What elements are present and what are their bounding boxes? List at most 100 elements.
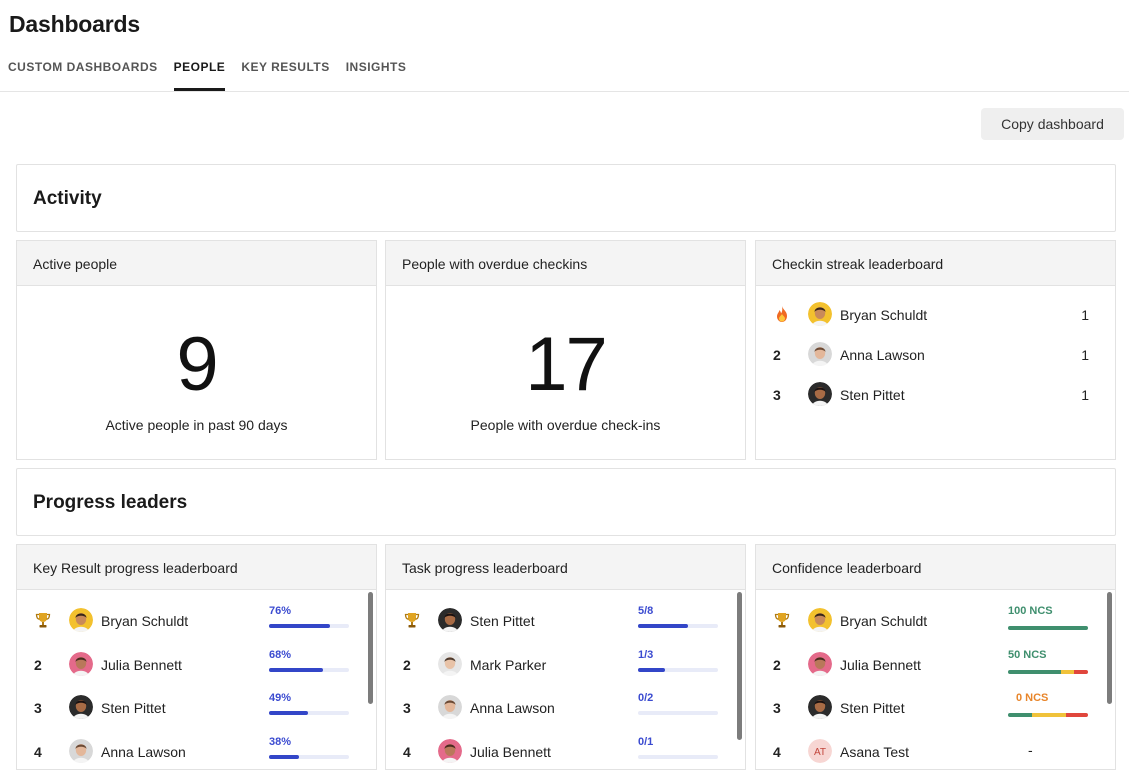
task-progress-card: Task progress leaderboard Sten Pittet 5/8… xyxy=(385,544,746,770)
progress-value: 5/8 xyxy=(638,605,654,617)
person-name[interactable]: Julia Bennett xyxy=(470,743,551,760)
progress-value: 0/2 xyxy=(638,692,654,704)
person-name[interactable]: Sten Pittet xyxy=(101,700,166,716)
progress-bar xyxy=(269,711,349,715)
active-people-caption: Active people in past 90 days xyxy=(105,417,288,433)
person-name[interactable]: Sten Pittet xyxy=(470,613,535,629)
avatar xyxy=(438,608,462,632)
progress-bar xyxy=(638,754,718,759)
avatar xyxy=(69,651,93,676)
overdue-checkins-caption: People with overdue check-ins xyxy=(470,417,661,433)
page-title: Dashboards xyxy=(9,11,140,37)
confidence-bar-segment xyxy=(1008,626,1088,630)
leaderboard-row: 4 AT Asana Test - xyxy=(756,732,1115,770)
person-name[interactable]: Julia Bennett xyxy=(840,656,921,673)
confidence-score: 50 NCS xyxy=(1008,648,1047,661)
person-name[interactable]: Anna Lawson xyxy=(470,700,555,716)
confidence-score: 0 NCS xyxy=(1016,692,1049,704)
progress-value: 68% xyxy=(269,648,292,661)
card-title: Confidence leaderboard xyxy=(756,545,1115,590)
streak-count: 1 xyxy=(1081,387,1089,403)
confidence-scrollbar[interactable] xyxy=(1107,592,1112,704)
progress-bar xyxy=(638,667,718,672)
confidence-leaderboard-list: Bryan Schuldt 100 NCS 2 Julia Bennett 50 NCS… xyxy=(756,545,1115,769)
tab-custom-dashboards[interactable]: CUSTOM DASHBOARDS xyxy=(8,60,158,74)
streak-count: 1 xyxy=(1081,307,1089,323)
leaderboard-row: 4 Julia Bennett 0/1 xyxy=(386,732,745,770)
tab-insights[interactable]: INSIGHTS xyxy=(345,60,407,74)
avatar xyxy=(438,651,462,676)
progress-bar-fill xyxy=(638,624,688,628)
leaderboard-row: 2 Julia Bennett 68% xyxy=(17,645,376,685)
svg-text:AT: AT xyxy=(814,747,826,758)
rank-number: 2 xyxy=(403,656,411,673)
confidence-score: 100 NCS xyxy=(1008,605,1053,617)
streak-count: 1 xyxy=(1081,347,1089,363)
task-leaderboard-list: Sten Pittet 5/8 2 Mark Parker 1/3 3 Anna Lawso… xyxy=(386,545,745,769)
progress-value: 1/3 xyxy=(638,648,654,661)
confidence-bar xyxy=(1008,626,1088,630)
progress-bar-fill xyxy=(269,624,330,628)
avatar: AT xyxy=(808,738,832,763)
rank-number: 4 xyxy=(403,743,411,760)
avatar xyxy=(808,608,832,632)
confidence-bar-segment xyxy=(1060,669,1075,674)
person-name[interactable]: Bryan Schuldt xyxy=(840,307,928,323)
avatar xyxy=(438,738,462,763)
streak-leaderboard-list: Bryan Schuldt 1 2 Anna Lawson 1 3 Sten Pittet 1 xyxy=(756,241,1115,459)
trophy-icon xyxy=(773,611,793,629)
progress-value: 0/1 xyxy=(638,735,654,748)
confidence-card: Confidence leaderboard Bryan Schuldt 100 … xyxy=(755,544,1116,770)
leaderboard-row: 2 Mark Parker 1/3 xyxy=(386,645,745,685)
progress-leaders-section-header: Progress leaders xyxy=(16,468,1116,536)
rank-number: 3 xyxy=(403,700,411,716)
activity-section-header: Activity xyxy=(16,164,1116,232)
progress-leaders-section-title: Progress leaders xyxy=(33,492,188,513)
progress-bar-fill xyxy=(638,667,665,672)
person-name[interactable]: Bryan Schuldt xyxy=(840,613,928,629)
progress-bar-fill xyxy=(269,711,309,715)
tab-people[interactable]: PEOPLE xyxy=(173,60,226,91)
avatar xyxy=(808,342,832,366)
copy-dashboard-button[interactable]: Copy dashboard xyxy=(981,108,1124,140)
avatar xyxy=(808,382,832,406)
leaderboard-row: Bryan Schuldt 76% xyxy=(17,601,376,641)
checkin-streak-card: Checkin streak leaderboard Bryan Schuldt… xyxy=(755,240,1116,460)
leaderboard-row: 2 Anna Lawson 1 xyxy=(756,335,1115,375)
progress-value: 49% xyxy=(269,692,292,704)
rank-number: 4 xyxy=(34,743,42,760)
kr-scrollbar[interactable] xyxy=(368,592,373,704)
person-name[interactable]: Asana Test xyxy=(840,743,910,760)
confidence-bar-segment xyxy=(1065,713,1088,717)
person-name[interactable]: Sten Pittet xyxy=(840,387,905,403)
leaderboard-row: 3 Anna Lawson 0/2 xyxy=(386,688,745,728)
rank-number: 2 xyxy=(773,347,781,363)
avatar xyxy=(438,695,462,719)
task-scrollbar[interactable] xyxy=(737,592,742,740)
active-people-card: Active people 9 Active people in past 90… xyxy=(16,240,377,460)
avatar xyxy=(808,302,832,326)
person-name[interactable]: Mark Parker xyxy=(470,656,547,673)
kr-leaderboard-list: Bryan Schuldt 76% 2 Julia Bennett 68% 3 Sten P… xyxy=(17,545,376,769)
person-name[interactable]: Julia Bennett xyxy=(101,656,182,673)
confidence-bar-segment xyxy=(1074,669,1088,674)
person-name[interactable]: Sten Pittet xyxy=(840,700,905,716)
leaderboard-row: 3 Sten Pittet 0 NCS xyxy=(756,688,1115,728)
tab-key-results[interactable]: KEY RESULTS xyxy=(241,60,330,74)
card-title: Active people xyxy=(17,241,376,286)
person-name[interactable]: Anna Lawson xyxy=(101,743,186,760)
leaderboard-row: 2 Julia Bennett 50 NCS xyxy=(756,645,1115,685)
avatar xyxy=(69,608,93,632)
activity-section-title: Activity xyxy=(33,188,102,209)
person-name[interactable]: Anna Lawson xyxy=(840,347,925,363)
leaderboard-row: 3 Sten Pittet 49% xyxy=(17,688,376,728)
confidence-score: - xyxy=(1028,741,1033,758)
confidence-bar xyxy=(1008,669,1088,674)
overdue-checkins-value: 17 xyxy=(525,322,608,407)
leaderboard-row: Sten Pittet 5/8 xyxy=(386,601,745,641)
confidence-bar-segment xyxy=(1008,713,1032,717)
person-name[interactable]: Bryan Schuldt xyxy=(101,613,189,629)
confidence-bar-segment xyxy=(1008,669,1061,674)
card-title: People with overdue checkins xyxy=(386,241,745,286)
fire-icon xyxy=(773,305,793,323)
